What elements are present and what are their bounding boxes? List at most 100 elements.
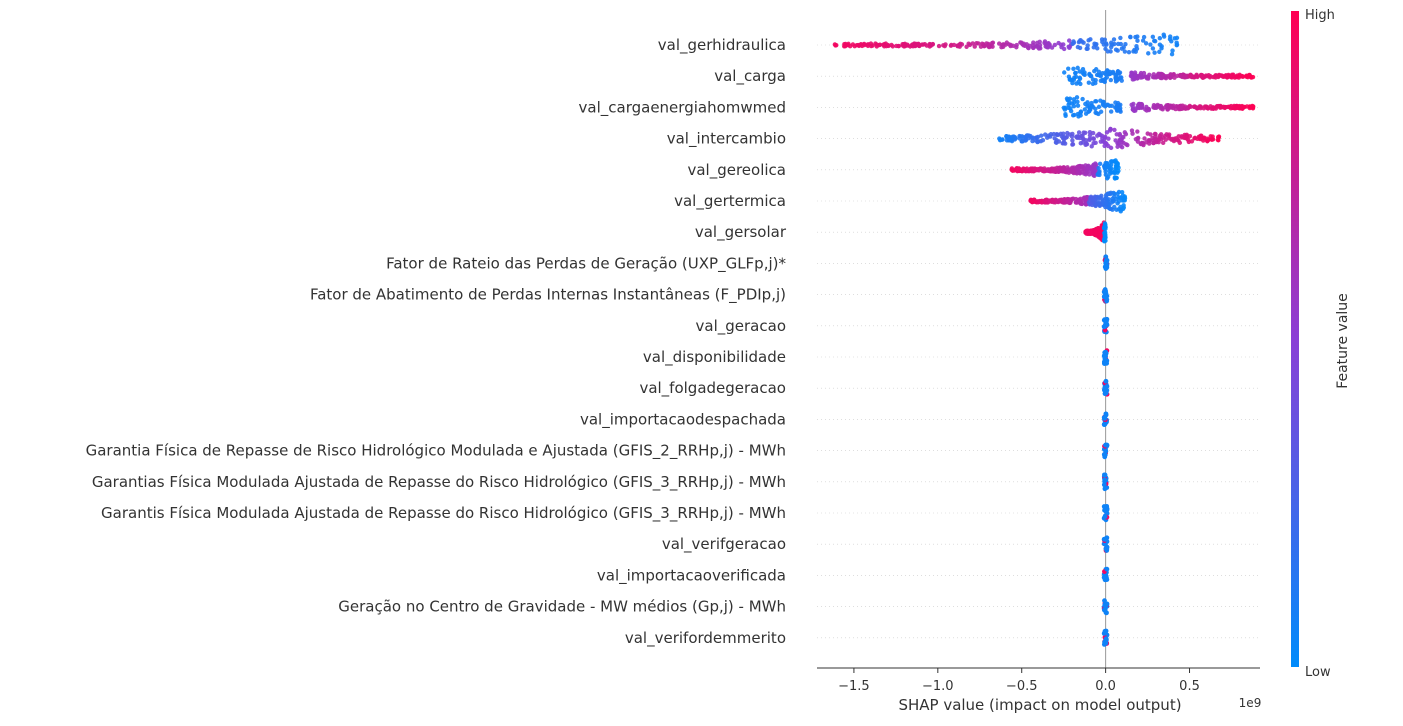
shap-point bbox=[1103, 204, 1108, 210]
shap-point bbox=[1086, 109, 1091, 115]
shap-point bbox=[1105, 102, 1111, 108]
shap-point bbox=[1101, 415, 1107, 420]
shap-point bbox=[1092, 41, 1097, 46]
shap-point bbox=[1103, 160, 1108, 166]
shap-point bbox=[1172, 75, 1177, 80]
shap-point bbox=[1087, 133, 1093, 138]
shap-point bbox=[1097, 161, 1103, 167]
feature-beeswarm bbox=[1009, 158, 1121, 181]
x-tick-label: −1.5 bbox=[838, 679, 870, 694]
shap-point bbox=[1103, 636, 1109, 642]
shap-point bbox=[1091, 171, 1096, 177]
shap-point bbox=[1174, 43, 1179, 48]
feature-beeswarm bbox=[1028, 189, 1128, 214]
shap-point bbox=[1119, 145, 1125, 150]
shap-point bbox=[1081, 136, 1086, 142]
shap-point bbox=[1152, 38, 1158, 44]
shap-point bbox=[1103, 200, 1109, 206]
shap-point bbox=[1128, 34, 1133, 39]
shap-point bbox=[1074, 134, 1079, 140]
shap-point bbox=[1101, 575, 1107, 580]
shap-point bbox=[955, 43, 960, 49]
shap-point bbox=[1094, 110, 1099, 116]
shap-point bbox=[1077, 170, 1082, 175]
shap-point bbox=[1077, 69, 1082, 74]
feature-beeswarm bbox=[832, 32, 1180, 57]
shap-point bbox=[1189, 139, 1195, 144]
shap-point bbox=[1146, 51, 1151, 56]
feature-beeswarm bbox=[1101, 535, 1110, 553]
feature-beeswarm bbox=[1083, 220, 1108, 244]
shap-point bbox=[874, 44, 879, 49]
shap-point bbox=[1216, 72, 1222, 78]
shap-point bbox=[1087, 129, 1093, 135]
shap-point bbox=[1020, 139, 1025, 144]
shap-point bbox=[1083, 141, 1089, 146]
x-tick-label: 0.5 bbox=[1179, 679, 1200, 694]
shap-point bbox=[1126, 49, 1132, 55]
shap-point bbox=[1087, 201, 1093, 207]
shap-point bbox=[1082, 107, 1087, 112]
shap-point bbox=[1122, 49, 1128, 54]
shap-point bbox=[913, 42, 918, 48]
shap-point bbox=[1170, 48, 1175, 53]
feature-label: val_carga bbox=[714, 67, 786, 86]
feature-label: Fator de Abatimento de Perdas Internas I… bbox=[310, 286, 786, 305]
shap-point bbox=[1076, 130, 1082, 135]
shap-point bbox=[948, 43, 954, 48]
shap-point bbox=[1068, 108, 1074, 114]
feature-label: val_geracao bbox=[696, 317, 786, 336]
shap-point bbox=[858, 42, 864, 47]
shap-point bbox=[1051, 131, 1056, 137]
feature-label: val_gereolica bbox=[687, 161, 786, 180]
shap-point bbox=[986, 41, 991, 47]
shap-point bbox=[1141, 34, 1147, 40]
shap-point bbox=[1158, 132, 1164, 137]
shap-point bbox=[1145, 75, 1151, 80]
shap-point bbox=[1102, 472, 1107, 478]
shap-point bbox=[1205, 105, 1210, 110]
shap-point bbox=[1146, 138, 1151, 143]
shap-point bbox=[1106, 197, 1111, 202]
shap-point bbox=[1062, 197, 1067, 202]
shap-point bbox=[1116, 107, 1122, 112]
shap-point bbox=[1070, 41, 1075, 46]
feature-label: Garantias Física Modulada Ajustada de Re… bbox=[92, 473, 786, 492]
feature-beeswarm bbox=[1101, 348, 1110, 367]
shap-point bbox=[1014, 42, 1019, 48]
shap-point bbox=[1109, 159, 1114, 164]
shap-point bbox=[1004, 40, 1010, 45]
shap-point bbox=[1087, 71, 1092, 77]
shap-point bbox=[943, 42, 948, 47]
shap-point bbox=[1093, 202, 1099, 208]
shap-point bbox=[1140, 140, 1146, 146]
shap-point bbox=[1108, 206, 1113, 212]
feature-beeswarm bbox=[1061, 95, 1256, 119]
shap-point bbox=[970, 41, 975, 46]
shap-point bbox=[1118, 35, 1123, 41]
shap-point bbox=[1103, 172, 1109, 177]
shap-point bbox=[1235, 104, 1241, 110]
shap-point bbox=[1039, 133, 1044, 138]
shap-point bbox=[1111, 37, 1117, 42]
shap-point bbox=[1135, 129, 1140, 134]
dots-layer bbox=[832, 32, 1256, 647]
shap-point bbox=[1076, 166, 1081, 171]
shap-point bbox=[1169, 52, 1175, 57]
shap-point bbox=[1216, 134, 1222, 139]
feature-label: Geração no Centro de Gravidade - MW médi… bbox=[338, 598, 786, 616]
feature-label: val_gerhidraulica bbox=[658, 36, 786, 55]
shap-point bbox=[1140, 38, 1146, 43]
shap-point bbox=[1114, 162, 1119, 168]
shap-point bbox=[1079, 167, 1085, 172]
shap-point bbox=[1171, 138, 1177, 144]
shap-point bbox=[1139, 102, 1144, 108]
shap-point bbox=[1102, 230, 1107, 236]
shap-point bbox=[1118, 195, 1123, 200]
shap-point bbox=[1062, 107, 1068, 112]
shap-point bbox=[1159, 44, 1164, 49]
shap-point bbox=[1244, 74, 1250, 79]
shap-point bbox=[1030, 42, 1036, 48]
shap-point bbox=[1161, 32, 1166, 37]
feature-label: val_cargaenergiahomwmed bbox=[579, 98, 786, 117]
